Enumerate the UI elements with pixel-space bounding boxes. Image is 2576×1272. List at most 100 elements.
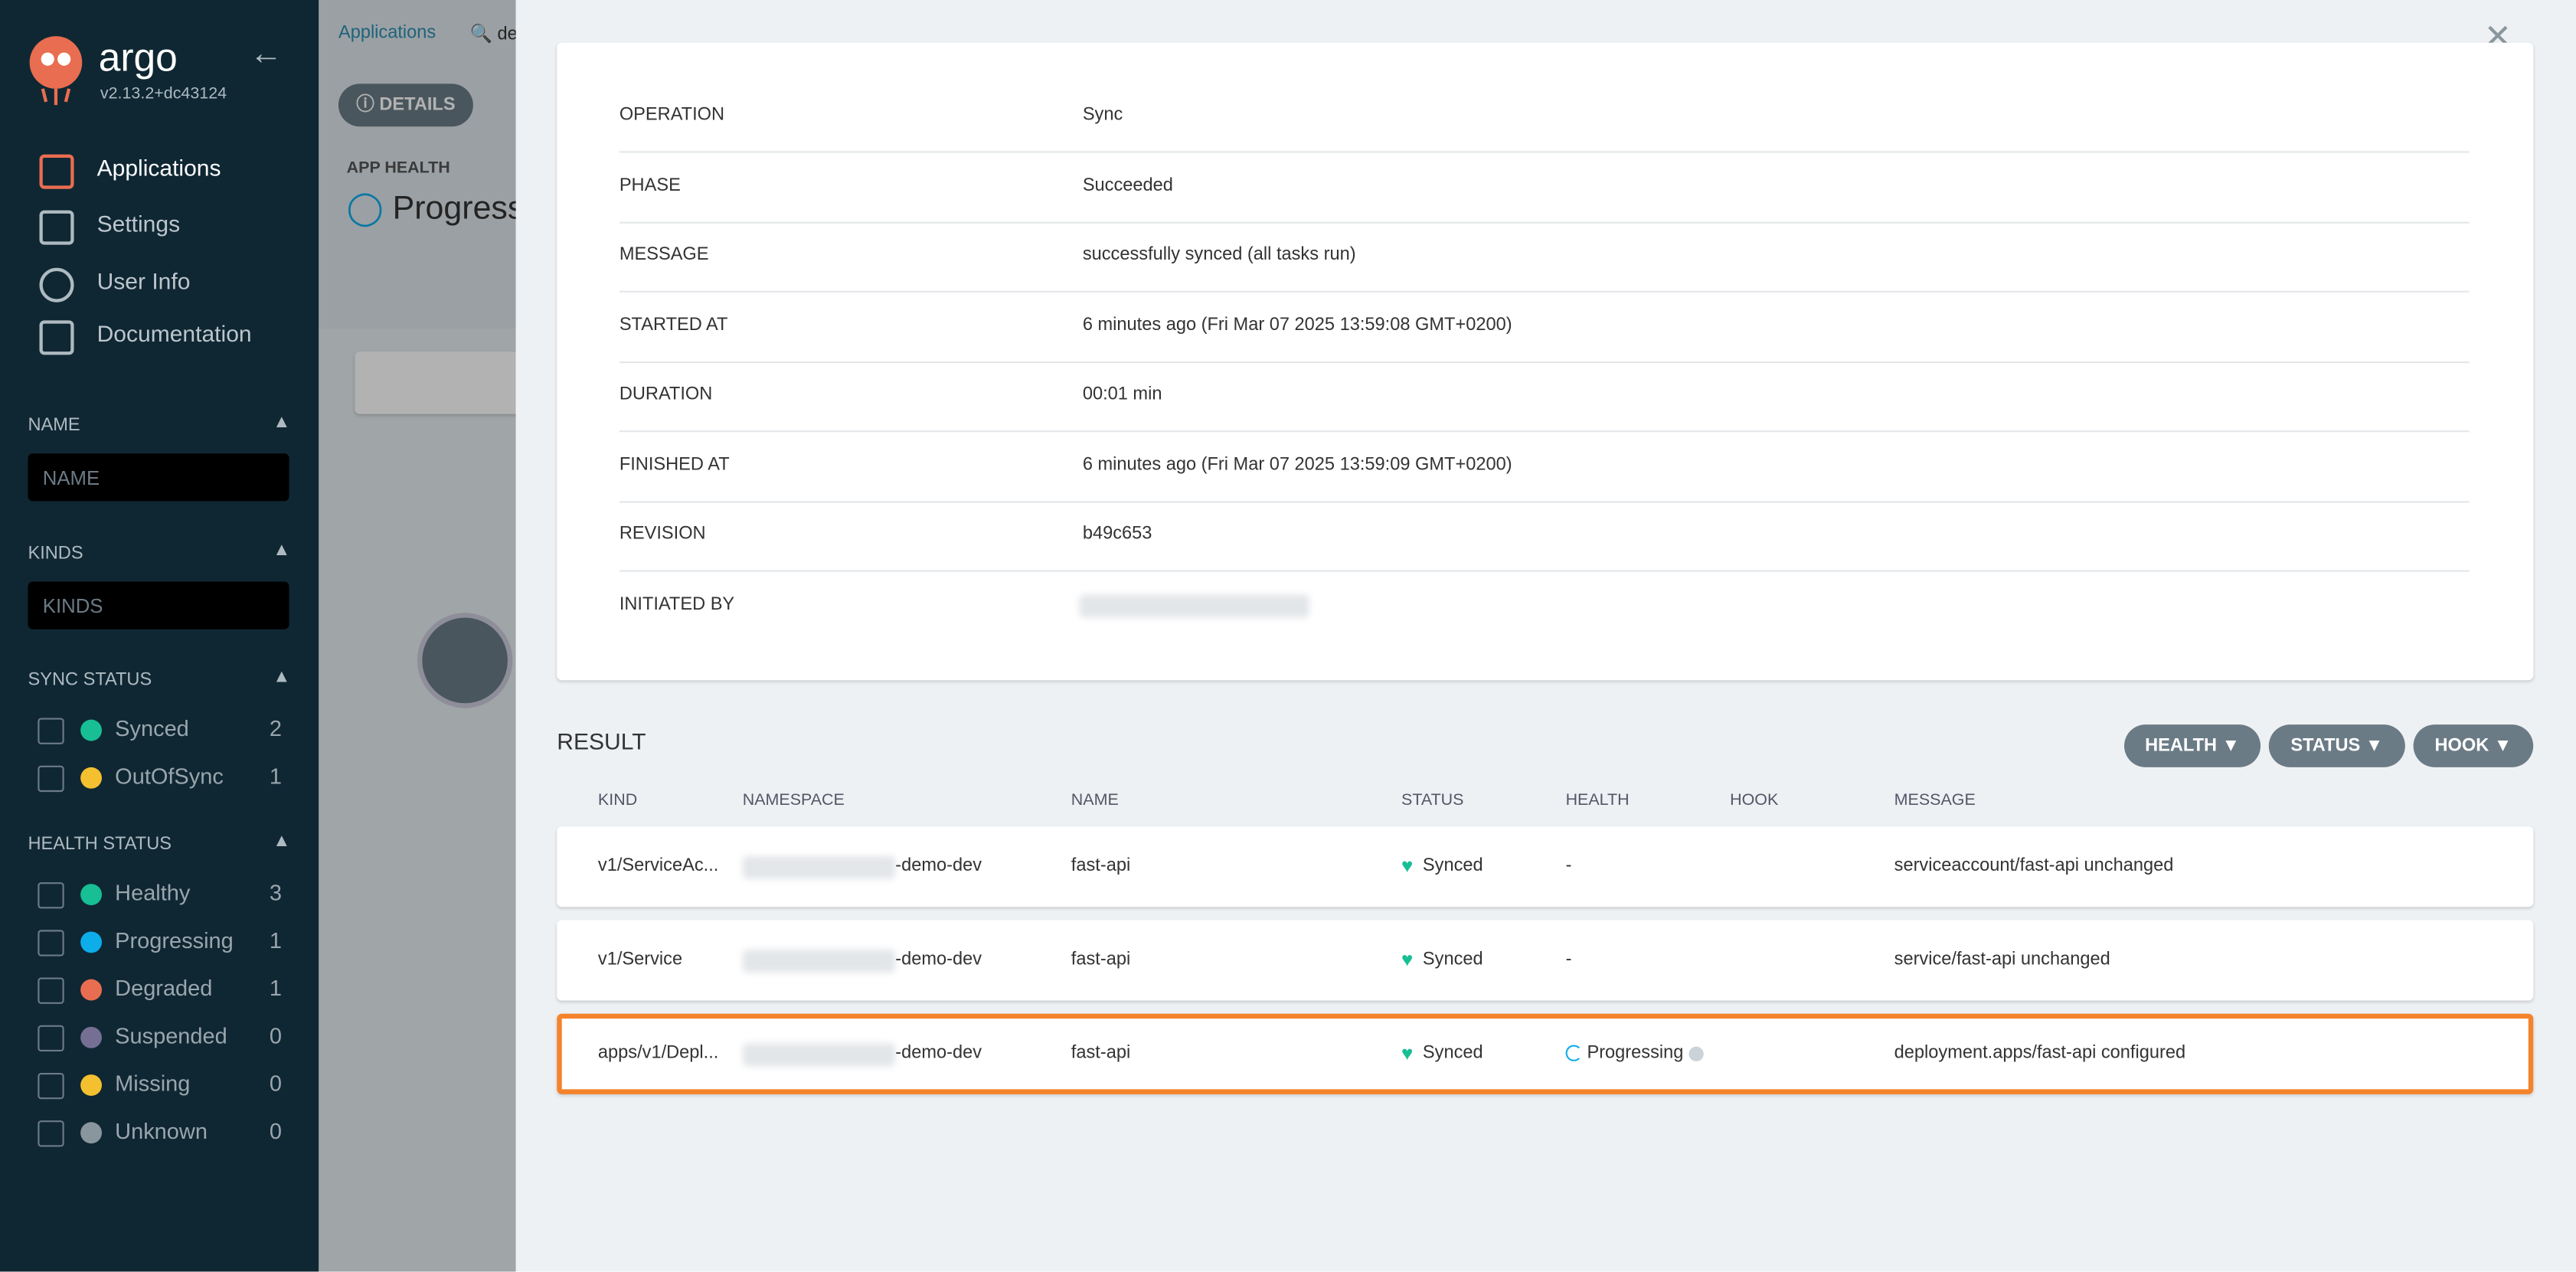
- filter-title: NAME: [28, 415, 80, 436]
- cell: -: [1565, 950, 1572, 970]
- nav-icon: [39, 267, 74, 302]
- field-value: 6 minutes ago (Fri Mar 07 2025 13:59:09 …: [1082, 454, 1512, 474]
- checkbox[interactable]: [38, 930, 64, 956]
- status-icon: [80, 1026, 103, 1048]
- status-count: 1: [269, 928, 282, 953]
- app-node[interactable]: [417, 613, 513, 708]
- redacted-value: [1079, 593, 1309, 617]
- status-label: OutOfSync: [115, 764, 224, 789]
- status-count: 0: [269, 1119, 282, 1144]
- checkbox[interactable]: [38, 882, 64, 909]
- cell: serviceaccount/fast-api unchanged: [1894, 855, 2174, 876]
- cell-status: Synced: [1422, 1043, 1483, 1064]
- sync-icon: ♥: [1401, 947, 1414, 971]
- status-icon: [80, 719, 103, 741]
- cell: apps/v1/Depl...: [597, 1043, 719, 1064]
- row-separator: [619, 290, 2470, 293]
- redacted-namespace: [742, 855, 896, 879]
- field-label: DURATION: [619, 384, 713, 404]
- row-separator: [619, 430, 2470, 433]
- nav-item[interactable]: Settings: [96, 210, 181, 237]
- sidebar: argo v2.13.2+dc43124 ← Applications Setti…: [0, 0, 319, 1272]
- logo-icon: [29, 36, 83, 106]
- field-label: REVISION: [619, 524, 706, 544]
- filter-button[interactable]: STATUS ▼: [2268, 724, 2405, 767]
- column-header: STATUS: [1401, 792, 1464, 810]
- field-value: Sync: [1082, 105, 1123, 126]
- field-label: FINISHED AT: [619, 454, 730, 474]
- checkbox[interactable]: [38, 765, 64, 793]
- filter-placeholder: KINDS: [42, 594, 103, 618]
- checkbox[interactable]: [38, 977, 64, 1004]
- details-button[interactable]: ⓘ DETAILS: [338, 83, 473, 127]
- field-value: 6 minutes ago (Fri Mar 07 2025 13:59:08 …: [1082, 314, 1512, 335]
- status-count: 0: [269, 1071, 282, 1096]
- filter-toggle[interactable]: ▲: [273, 412, 291, 433]
- status-count: 2: [269, 716, 282, 741]
- health-icon: [1565, 1045, 1583, 1061]
- search-text: de: [497, 25, 518, 44]
- field-value: 00:01 min: [1082, 384, 1162, 404]
- field-label: MESSAGE: [619, 244, 709, 265]
- status-title: SYNC STATUS: [28, 670, 152, 691]
- sync-icon: ♥: [1401, 1041, 1414, 1065]
- result-row[interactable]: apps/v1/Depl... -demo-dev fast-api ♥ Synced P…: [557, 1013, 2534, 1094]
- filter-label: HOOK: [2434, 736, 2489, 756]
- column-header: HOOK: [1730, 792, 1779, 810]
- cell-health: Progressing: [1587, 1043, 1684, 1064]
- status-label: Missing: [115, 1071, 191, 1096]
- result-row[interactable]: v1/Service -demo-dev fast-api ♥ Synced - servi…: [557, 920, 2534, 1001]
- result-row[interactable]: v1/ServiceAc... -demo-dev fast-api ♥ Synced -…: [557, 826, 2534, 907]
- status-icon: [80, 1074, 103, 1096]
- nav-item[interactable]: Documentation: [96, 320, 252, 347]
- filter-button[interactable]: HEALTH ▼: [2124, 724, 2261, 767]
- status-toggle[interactable]: ▲: [273, 831, 291, 852]
- column-header: HEALTH: [1565, 792, 1630, 810]
- status-label: Synced: [115, 716, 189, 741]
- filter-button[interactable]: HOOK ▼: [2413, 724, 2534, 767]
- details-label: DETAILS: [379, 95, 456, 116]
- sync-panel: ✕ OPERATION Sync PHASE Succeeded MESSAGE succ…: [515, 0, 2576, 1272]
- nav-item[interactable]: User Info: [96, 267, 191, 295]
- field-value: successfully synced (all tasks run): [1082, 244, 1356, 265]
- collapse-button[interactable]: ←: [250, 36, 283, 73]
- row-separator: [619, 221, 2470, 223]
- checkbox[interactable]: [38, 1072, 64, 1100]
- search[interactable]: 🔍 de: [469, 25, 518, 44]
- row-separator: [619, 570, 2470, 572]
- status-icon: [80, 979, 103, 1001]
- status-icon: [80, 1122, 103, 1144]
- filter-input[interactable]: NAME: [28, 453, 289, 502]
- checkbox[interactable]: [38, 1025, 64, 1052]
- cell: -: [1565, 855, 1572, 876]
- app-health-label: APP HEALTH: [346, 159, 450, 178]
- nav-item[interactable]: Applications: [96, 154, 221, 181]
- breadcrumb[interactable]: Applications: [338, 23, 436, 43]
- filter-input[interactable]: KINDS: [28, 581, 289, 629]
- column-header: KIND: [597, 792, 638, 810]
- filter-placeholder: NAME: [42, 466, 100, 490]
- redacted-namespace: [742, 950, 896, 973]
- field-label: STARTED AT: [619, 314, 728, 335]
- overlay: [319, 0, 516, 1272]
- checkbox[interactable]: [38, 1120, 64, 1147]
- version: v2.13.2+dc43124: [100, 85, 227, 104]
- cell: v1/Service: [597, 950, 683, 970]
- status-label: Healthy: [115, 880, 191, 906]
- filter-label: STATUS: [2290, 736, 2361, 756]
- filter-title: KINDS: [28, 544, 83, 564]
- field-label: INITIATED BY: [619, 593, 735, 614]
- cell: fast-api: [1071, 950, 1131, 970]
- status-count: 1: [269, 976, 282, 1001]
- field-value: b49c653: [1082, 524, 1152, 544]
- filter-label: HEALTH: [2145, 736, 2218, 756]
- field-value: Succeeded: [1082, 175, 1173, 195]
- status-label: Suspended: [115, 1023, 227, 1048]
- column-header: NAME: [1071, 792, 1119, 810]
- status-toggle[interactable]: ▲: [273, 667, 291, 687]
- filter-toggle[interactable]: ▲: [273, 540, 291, 561]
- checkbox[interactable]: [38, 718, 64, 744]
- sync-icon: ♥: [1401, 854, 1414, 878]
